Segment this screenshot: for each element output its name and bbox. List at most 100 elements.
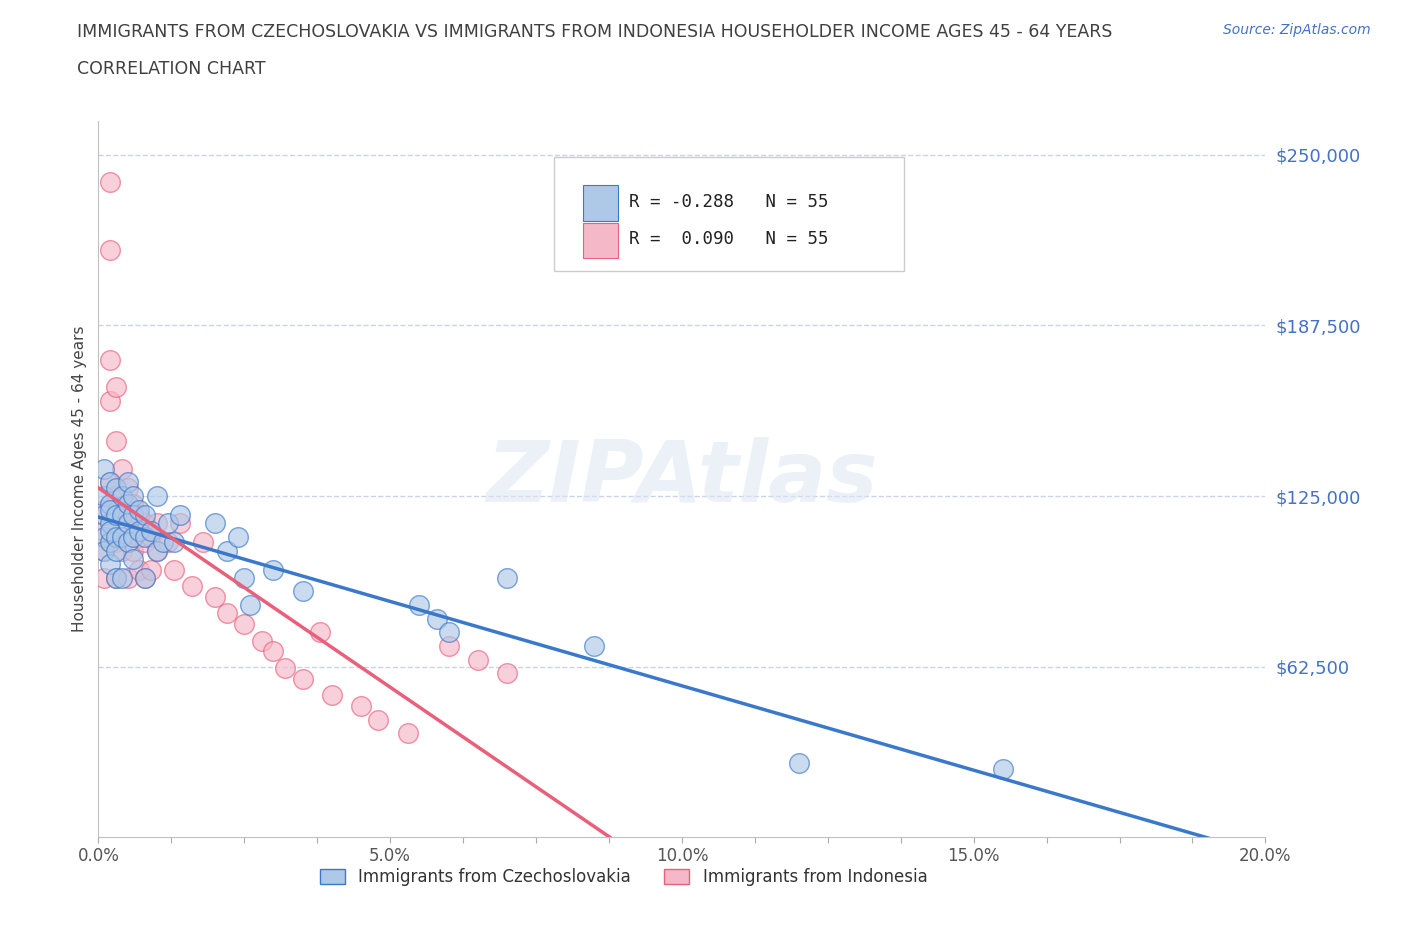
Point [117,481,139,496]
Point [111,488,134,503]
Point [93,461,115,476]
Point [98,243,121,258]
Point [93,570,115,585]
Point [321,687,343,702]
Point [98,535,121,550]
Point [104,543,127,558]
Text: IMMIGRANTS FROM CZECHOSLOVAKIA VS IMMIGRANTS FROM INDONESIA HOUSEHOLDER INCOME A: IMMIGRANTS FROM CZECHOSLOVAKIA VS IMMIGR… [77,23,1112,41]
Point [169,516,191,531]
Point [169,508,191,523]
Point [104,379,127,394]
Point [134,570,156,585]
Text: CORRELATION CHART: CORRELATION CHART [77,60,266,78]
FancyBboxPatch shape [582,222,617,259]
Point [274,660,297,675]
Point [134,535,156,550]
Point [98,497,121,512]
Point [122,497,145,512]
Y-axis label: Householder Income Ages 45 - 64 years: Householder Income Ages 45 - 64 years [72,326,87,632]
Point [309,625,332,640]
Legend: Immigrants from Czechoslovakia, Immigrants from Indonesia: Immigrants from Czechoslovakia, Immigran… [314,862,934,893]
Point [104,529,127,544]
Point [139,524,162,538]
Point [117,475,139,490]
Text: ZIPAtlas: ZIPAtlas [486,437,877,521]
Point [583,639,606,654]
Point [367,712,389,727]
Point [262,563,284,578]
Point [117,570,139,585]
Point [163,563,186,578]
Point [180,578,202,593]
Point [93,529,115,544]
Point [93,488,115,503]
Point [104,488,127,503]
Point [991,762,1014,777]
Point [104,570,127,585]
Point [104,481,127,496]
Point [98,475,121,490]
Point [98,535,121,550]
Point [98,393,121,408]
Point [134,529,156,544]
Point [117,497,139,512]
Point [122,551,145,566]
FancyBboxPatch shape [554,156,904,272]
Point [396,726,419,741]
Text: R =  0.090   N = 55: R = 0.090 N = 55 [630,230,830,248]
Text: Source: ZipAtlas.com: Source: ZipAtlas.com [1223,23,1371,37]
Point [117,516,139,531]
Point [93,508,115,523]
Point [146,488,169,503]
Point [104,434,127,449]
Point [117,508,139,523]
Point [228,529,250,544]
Point [157,535,180,550]
Point [128,563,150,578]
Point [98,352,121,367]
Point [117,535,139,550]
Point [250,633,273,648]
Point [152,535,174,550]
Point [215,543,238,558]
Point [111,461,134,476]
Point [134,570,156,585]
Point [98,175,121,190]
FancyBboxPatch shape [582,185,617,221]
Point [111,529,134,544]
Point [204,590,226,604]
Point [98,475,121,490]
Point [93,524,115,538]
Point [139,529,162,544]
Point [193,535,215,550]
Point [233,617,256,631]
Point [128,508,150,523]
Point [128,502,150,517]
Point [111,570,134,585]
Point [111,543,134,558]
Point [104,508,127,523]
Point [117,535,139,550]
Point [787,756,810,771]
Point [233,570,256,585]
Point [262,644,284,659]
Point [111,508,134,523]
Point [104,570,127,585]
Point [122,543,145,558]
Point [93,543,115,558]
Point [128,524,150,538]
Point [134,516,156,531]
Point [98,502,121,517]
Point [111,508,134,523]
Text: R = -0.288   N = 55: R = -0.288 N = 55 [630,193,830,211]
Point [93,502,115,517]
Point [146,543,169,558]
Point [408,598,430,613]
Point [437,639,460,654]
Point [122,488,145,503]
Point [122,516,145,531]
Point [93,543,115,558]
Point [146,516,169,531]
Point [496,570,519,585]
Point [426,611,449,626]
